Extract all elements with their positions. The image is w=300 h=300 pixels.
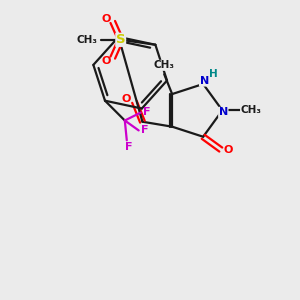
Text: S: S [116, 33, 125, 46]
Text: CH₃: CH₃ [241, 105, 262, 116]
Text: N: N [200, 76, 209, 86]
Text: N: N [219, 107, 228, 117]
Text: CH₃: CH₃ [76, 35, 98, 45]
Text: F: F [141, 125, 148, 135]
Text: F: F [143, 106, 150, 117]
Text: H: H [209, 69, 218, 79]
Text: CH₃: CH₃ [154, 60, 175, 70]
Text: O: O [122, 94, 131, 104]
Text: O: O [101, 14, 110, 24]
Text: O: O [101, 56, 110, 66]
Text: O: O [223, 145, 232, 154]
Text: F: F [125, 142, 133, 152]
